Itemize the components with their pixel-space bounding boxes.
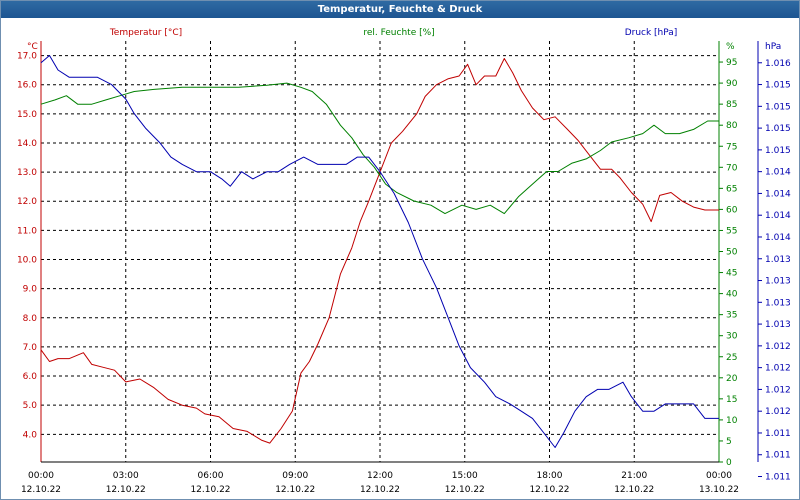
- x-tick-date: 12.10.22: [614, 485, 654, 495]
- axes: [40, 41, 762, 478]
- temperature-tick-label: 10.0: [17, 256, 37, 266]
- series-line-temperature: [40, 58, 719, 444]
- temperature-tick-label: 8.0: [23, 314, 38, 324]
- x-tick-time: 12:00: [367, 471, 393, 481]
- pressure-tick-label: 1.013: [765, 277, 791, 287]
- pressure-tick-label: 1.014: [765, 211, 791, 221]
- humidity-tick-label: 90: [726, 79, 738, 89]
- temperature-tick-label: 6.0: [23, 372, 38, 382]
- temperature-tick-label: 12.0: [17, 197, 37, 207]
- humidity-tick-label: 80: [726, 121, 738, 131]
- pressure-tick-label: 1.013: [765, 320, 791, 330]
- humidity-unit: %: [726, 42, 735, 52]
- x-tick-date: 12.10.22: [529, 485, 569, 495]
- x-tick-date: 12.10.22: [106, 485, 146, 495]
- x-tick-time: 03:00: [113, 471, 139, 481]
- humidity-tick-label: 45: [726, 269, 737, 279]
- pressure-tick-label: 1.011: [765, 429, 791, 439]
- humidity-tick-label: 30: [726, 332, 738, 342]
- humidity-tick-label: 20: [726, 374, 738, 384]
- x-tick-date: 12.10.22: [190, 485, 230, 495]
- x-tick-date: 13.10.22: [699, 485, 739, 495]
- pressure-tick-label: 1.011: [765, 451, 791, 461]
- temperature-tick-label: 9.0: [23, 285, 38, 295]
- pressure-tick-label: 1.016: [765, 59, 791, 69]
- x-tick-time: 18:00: [537, 471, 563, 481]
- temperature-tick-label: 7.0: [23, 343, 38, 353]
- pressure-axis-title: Druck [hPa]: [625, 28, 678, 38]
- humidity-tick-label: 35: [726, 311, 737, 321]
- pressure-tick-label: 1.015: [765, 124, 791, 134]
- humidity-tick-label: 95: [726, 58, 737, 68]
- pressure-tick-label: 1.012: [765, 385, 791, 395]
- temperature-tick-label: 5.0: [23, 401, 38, 411]
- grid-lines: [41, 41, 719, 462]
- series-line-pressure: [40, 55, 719, 448]
- x-tick-date: 12.10.22: [21, 485, 61, 495]
- pressure-tick-label: 1.012: [765, 407, 791, 417]
- pressure-tick-label: 1.014: [765, 189, 791, 199]
- humidity-tick-label: 25: [726, 353, 737, 363]
- humidity-tick-label: 60: [726, 205, 738, 215]
- temperature-tick-label: 17.0: [17, 52, 37, 62]
- pressure-tick-label: 1.012: [765, 364, 791, 374]
- humidity-tick-label: 55: [726, 226, 737, 236]
- x-tick-date: 12.10.22: [360, 485, 400, 495]
- humidity-tick-label: 0: [726, 458, 732, 468]
- humidity-tick-label: 85: [726, 100, 737, 110]
- pressure-tick-label: 1.014: [765, 233, 791, 243]
- x-tick-time: 00:00: [28, 471, 54, 481]
- temperature-tick-label: 14.0: [17, 139, 37, 149]
- humidity-tick-label: 50: [726, 248, 738, 258]
- temperature-tick-label: 4.0: [23, 430, 38, 440]
- temperature-unit: °C: [27, 42, 38, 52]
- temperature-tick-label: 13.0: [17, 168, 37, 178]
- pressure-tick-label: 1.012: [765, 342, 791, 352]
- chart-title: Temperatur, Feuchte & Druck: [1, 1, 799, 18]
- x-tick-time: 21:00: [621, 471, 647, 481]
- humidity-tick-label: 65: [726, 184, 737, 194]
- x-tick-time: 09:00: [282, 471, 308, 481]
- x-tick-time: 15:00: [452, 471, 478, 481]
- x-tick-time: 00:00: [706, 471, 732, 481]
- humidity-tick-label: 75: [726, 142, 737, 152]
- x-tick-date: 12.10.22: [445, 485, 485, 495]
- axis-labels: 00:00 12.10.22 03:00 12.10.22 06:00 12.10.22 0…: [17, 28, 791, 495]
- pressure-unit: hPa: [765, 42, 781, 52]
- chart-area: 00:00 12.10.22 03:00 12.10.22 06:00 12.10.22 0…: [17, 28, 791, 495]
- pressure-tick-label: 1.014: [765, 168, 791, 178]
- temperature-tick-label: 16.0: [17, 81, 37, 91]
- humidity-tick-label: 15: [726, 395, 737, 405]
- temperature-tick-label: 11.0: [17, 226, 37, 236]
- x-tick-date: 12.10.22: [275, 485, 315, 495]
- pressure-tick-label: 1.015: [765, 81, 791, 91]
- humidity-axis-title: rel. Feuchte [%]: [363, 28, 434, 38]
- temperature-tick-label: 15.0: [17, 110, 37, 120]
- humidity-tick-label: 70: [726, 163, 738, 173]
- series-layer: [40, 55, 719, 448]
- pressure-tick-label: 1.015: [765, 102, 791, 112]
- pressure-tick-label: 1.011: [765, 473, 791, 483]
- humidity-tick-label: 40: [726, 290, 738, 300]
- x-tick-time: 06:00: [198, 471, 224, 481]
- humidity-tick-label: 10: [726, 416, 738, 426]
- pressure-tick-label: 1.013: [765, 298, 791, 308]
- temperature-axis-title: Temperatur [°C]: [109, 28, 182, 38]
- series-line-humidity: [40, 82, 719, 215]
- pressure-tick-label: 1.015: [765, 146, 791, 156]
- humidity-tick-label: 5: [726, 437, 732, 447]
- pressure-tick-label: 1.013: [765, 255, 791, 265]
